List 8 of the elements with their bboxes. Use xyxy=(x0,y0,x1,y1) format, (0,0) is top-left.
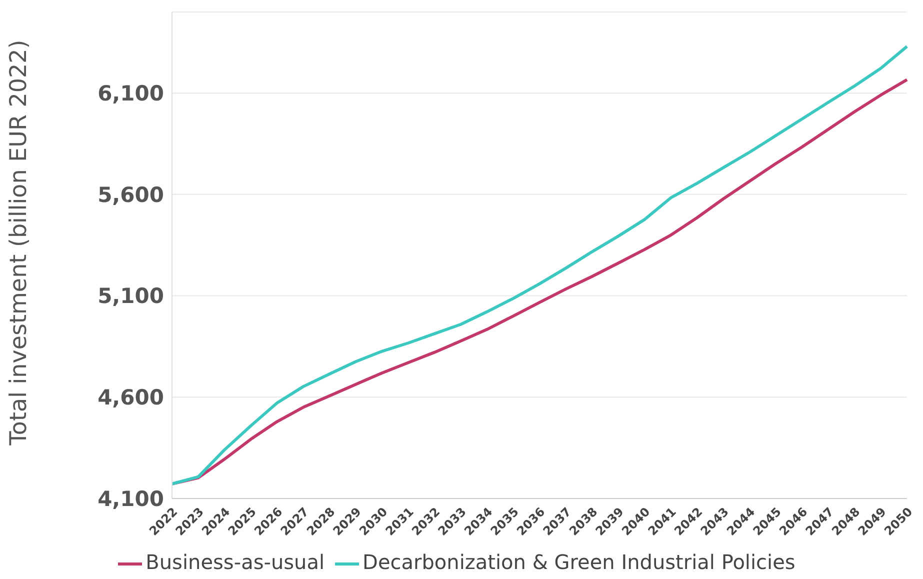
y-tick-label: 6,100 xyxy=(98,82,164,106)
y-tick-label: 5,600 xyxy=(98,182,164,207)
legend-label: Decarbonization & Green Industrial Policies xyxy=(362,550,796,574)
y-tick-label: 4,600 xyxy=(98,386,164,410)
y-tick-label: 5,100 xyxy=(98,284,164,308)
legend-label: Business-as-usual xyxy=(146,550,325,574)
y-tick-label: 4,100 xyxy=(98,486,164,511)
y-axis-title: Total investment (billion EUR 2022) xyxy=(6,40,32,446)
